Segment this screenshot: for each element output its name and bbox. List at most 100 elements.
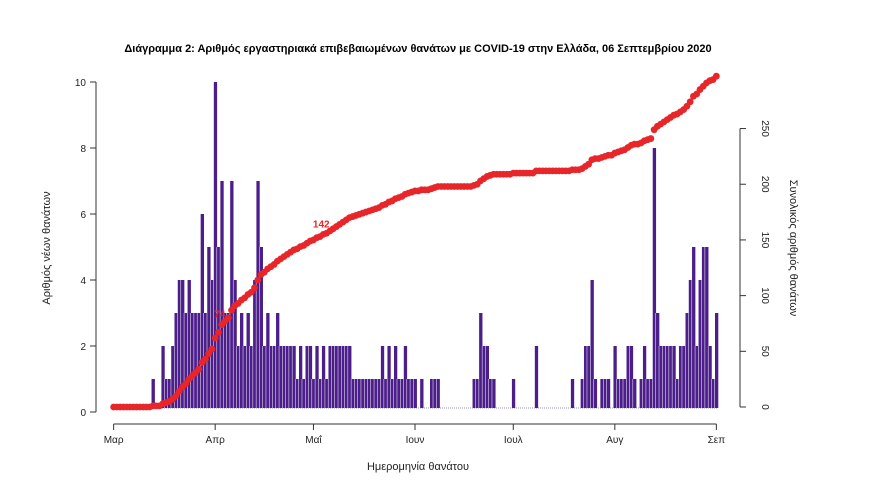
bar-day-78: [367, 379, 372, 408]
cumulative-point-43: [251, 284, 258, 292]
bar-day-164: [649, 379, 653, 408]
bar-day-155: [619, 379, 624, 408]
bar-day-76: [360, 379, 365, 408]
bar-day-52: [282, 346, 286, 408]
bar-day-116: [491, 379, 496, 408]
bar-day-46: [262, 346, 267, 408]
bar-day-68: [334, 346, 339, 408]
bar-day-79: [370, 379, 375, 408]
bar-day-56: [295, 379, 300, 408]
y-left-tick-label-8: 8: [80, 144, 86, 155]
bar-day-55: [292, 346, 296, 408]
cumulative-point-30: [208, 345, 216, 353]
bar-day-111: [475, 379, 480, 408]
bar-day-156: [623, 379, 627, 408]
bar-day-184: [714, 313, 719, 408]
bar-day-169: [665, 346, 670, 408]
cumulative-point-26: [195, 365, 203, 373]
bar-day-98: [433, 379, 437, 408]
bar-day-60: [308, 346, 313, 408]
bar-day-181: [704, 247, 709, 408]
y-right-tick-label-200: 200: [759, 176, 770, 193]
bar-day-12: [151, 379, 155, 408]
bar-day-175: [685, 313, 689, 408]
bar-day-22: [184, 313, 188, 408]
bar-day-122: [511, 379, 516, 408]
bar-day-87: [396, 379, 401, 408]
bar-day-86: [393, 346, 398, 408]
bar-day-70: [341, 346, 345, 408]
bar-day-183: [711, 379, 716, 408]
cumulative-line-group: 74 142 284: [110, 0, 736, 411]
bar-day-30: [210, 280, 214, 408]
bar-day-82: [380, 346, 385, 408]
bar-day-63: [318, 379, 322, 408]
bar-day-35: [226, 313, 231, 408]
bar-day-88: [400, 379, 404, 408]
bar-day-170: [668, 346, 673, 408]
y-left-tick-label-6: 6: [80, 210, 86, 221]
bar-day-178: [695, 346, 699, 408]
annotation-1: 142: [313, 219, 330, 230]
cumulative-point-44: [254, 276, 262, 284]
bar-day-29: [206, 247, 211, 408]
bar-day-32: [216, 247, 221, 408]
x-tick-label-4: Ιουλ: [504, 435, 523, 446]
bar-day-43: [252, 280, 257, 408]
x-tick-label-3: Ιουν: [406, 435, 425, 446]
bar-day-80: [374, 379, 378, 408]
cumulative-point-28: [201, 355, 209, 363]
bar-day-163: [645, 379, 650, 408]
bar-day-15: [161, 346, 165, 408]
bar-day-115: [488, 379, 493, 408]
bar-day-39: [239, 313, 244, 408]
cumulative-point-176: [686, 98, 694, 106]
bar-day-146: [590, 280, 594, 408]
bar-day-40: [243, 346, 247, 408]
bar-day-51: [279, 346, 283, 408]
bar-day-112: [478, 313, 483, 408]
bar-day-19: [174, 313, 178, 408]
bar-day-67: [331, 346, 336, 408]
bar-day-38: [236, 346, 241, 408]
bar-day-168: [662, 346, 666, 408]
bar-day-23: [187, 280, 191, 408]
y-left-tick-label-10: 10: [75, 78, 87, 89]
bar-day-20: [177, 280, 182, 408]
bar-day-173: [678, 346, 683, 408]
x-tick-label-1: Απρ: [206, 435, 226, 446]
x-tick-label-6: Σεπ: [708, 435, 726, 446]
bar-day-153: [613, 346, 617, 408]
cumulative-point-32: [215, 328, 222, 336]
bar-day-140: [570, 379, 575, 408]
bar-day-36: [229, 181, 234, 408]
bar-day-113: [482, 346, 486, 408]
x-tick-label-2: Μαΐ: [305, 434, 322, 446]
cumulative-point-164: [647, 135, 655, 142]
bar-day-114: [485, 346, 490, 408]
bar-day-89: [403, 346, 408, 408]
y-right-tick-label-0: 0: [759, 404, 770, 410]
bar-day-97: [429, 379, 434, 408]
bar-day-44: [256, 181, 260, 408]
x-tick-label-5: Αυγ: [606, 435, 623, 446]
bar-day-58: [301, 379, 306, 408]
bar-day-66: [328, 346, 332, 408]
bar-day-85: [390, 379, 395, 408]
bar-day-27: [200, 214, 205, 408]
bar-day-144: [583, 346, 588, 408]
bar-day-65: [324, 379, 329, 408]
bar-day-54: [288, 346, 293, 408]
cumulative-point-35: [224, 314, 232, 322]
bar-day-18: [170, 346, 175, 408]
bar-day-145: [586, 346, 591, 408]
y-axis-left-label: Αριθμός νέων θανάτων: [41, 191, 53, 305]
y-right-tick-label-150: 150: [759, 232, 770, 249]
bar-day-182: [708, 346, 712, 408]
bar-day-17: [167, 379, 172, 408]
bar-day-157: [626, 346, 630, 408]
bar-day-90: [406, 379, 411, 408]
bar-day-33: [220, 181, 224, 408]
